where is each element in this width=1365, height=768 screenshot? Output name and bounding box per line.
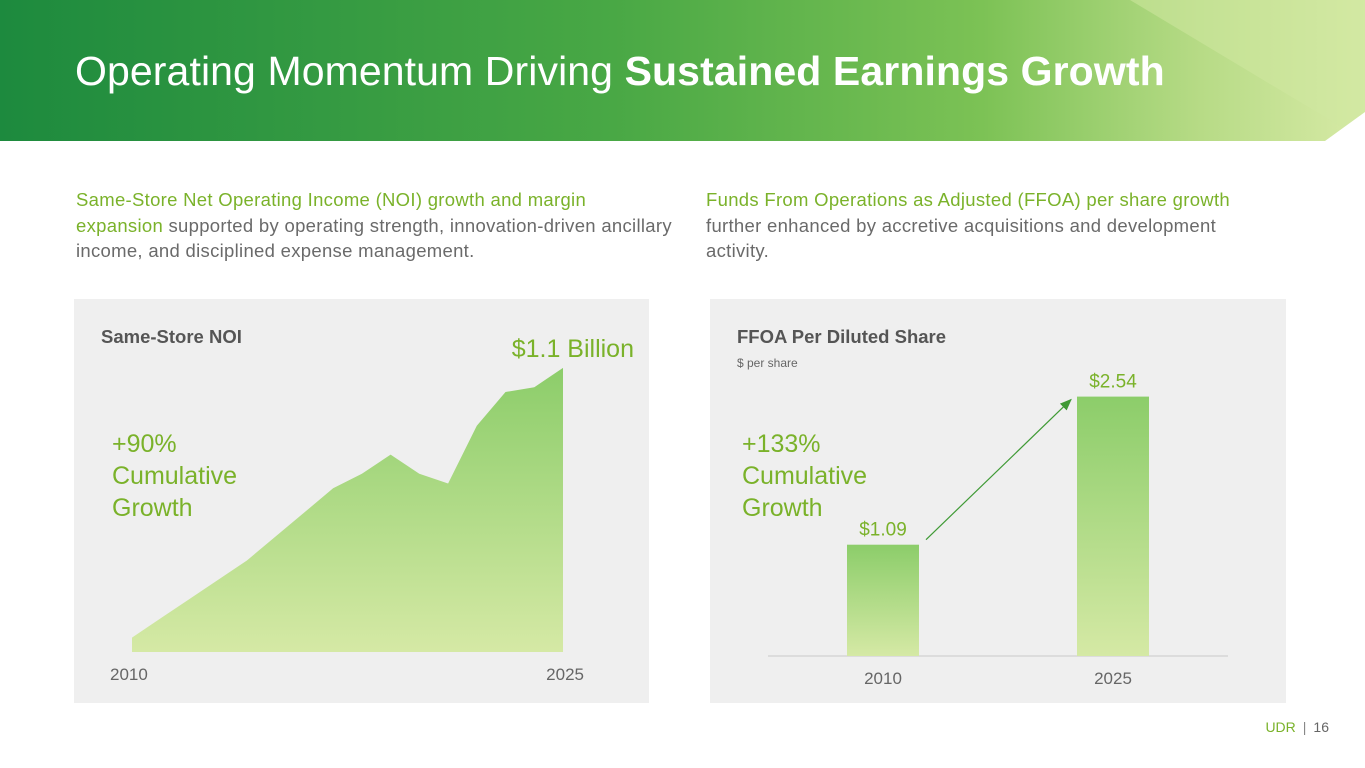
noi-chart-panel: $1.1 Billion 2010 2025 Same-Store NOI +90%… [74,299,649,703]
footer-separator: | [1302,719,1307,735]
ffoa-chart-title: FFOA Per Diluted Share [737,326,947,347]
ffoa-x-tick-label: 2010 [864,669,902,688]
intro-right: Funds From Operations as Adjusted (FFOA)… [706,187,1266,264]
noi-growth-line-2: Cumulative [112,462,238,490]
noi-x-tick-label: 2010 [110,665,148,684]
ffoa-growth-line-1: +133% [742,430,821,458]
noi-chart-title: Same-Store NOI [101,326,242,347]
footer: UDR | 16 [1265,719,1329,735]
ffoa-bar-chart: $1.09 2010 $2.54 2025 [768,372,1228,688]
header-banner: Operating Momentum Driving Sustained Ear… [0,0,1365,141]
ffoa-chart-subtitle: $ per share [737,356,798,370]
ffoa-x-tick-label: 2025 [1094,669,1132,688]
intro-left-text: supported by operating strength, innovat… [76,214,672,262]
noi-x-tick-label: 2025 [546,665,584,684]
page-title-bold: Sustained Earnings Growth [624,48,1165,94]
ffoa-bar [847,544,919,656]
ffoa-data-label: $2.54 [1089,372,1137,393]
intro-left: Same-Store Net Operating Income (NOI) gr… [76,187,676,264]
page-number: 16 [1313,719,1329,735]
page-title: Operating Momentum Driving Sustained Ear… [75,48,1165,95]
noi-area-chart: $1.1 Billion 2010 2025 [110,335,634,684]
noi-area-series [132,367,563,652]
ffoa-growth-line-3: Growth [742,494,823,522]
ffoa-growth-arrow [925,398,1072,541]
noi-end-value-label: $1.1 Billion [512,335,634,363]
ffoa-chart-panel: $1.09 2010 $2.54 2025 FFOA Per Diluted Shar… [710,299,1286,703]
noi-growth-line-3: Growth [112,494,193,522]
ffoa-bar [1077,396,1149,656]
intro-left-highlight: Same-Store Net Operating Income (NOI) gr… [76,189,587,236]
footer-company: UDR [1265,719,1296,735]
noi-growth-callout: +90% Cumulative Growth [112,428,237,524]
intro-right-highlight: Funds From Operations as Adjusted (FFOA)… [706,189,1230,210]
ffoa-growth-callout: +133% Cumulative Growth [742,428,867,524]
noi-growth-line-1: +90% [112,430,177,458]
ffoa-data-label: $1.09 [859,520,907,541]
intro-right-text: further enhanced by accretive acquisitio… [706,214,1217,262]
page-title-regular: Operating Momentum Driving [75,48,614,94]
ffoa-growth-line-2: Cumulative [742,462,868,490]
banner-background [0,0,1365,141]
